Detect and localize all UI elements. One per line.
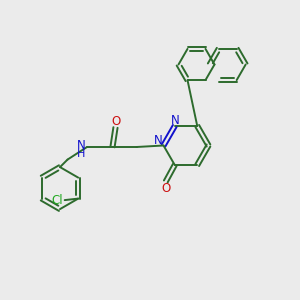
Text: Cl: Cl	[51, 194, 63, 207]
Text: O: O	[111, 115, 120, 128]
Text: N: N	[154, 134, 163, 148]
Text: H: H	[77, 149, 86, 159]
Text: N: N	[77, 139, 85, 152]
Text: N: N	[170, 114, 179, 127]
Text: O: O	[161, 182, 170, 195]
